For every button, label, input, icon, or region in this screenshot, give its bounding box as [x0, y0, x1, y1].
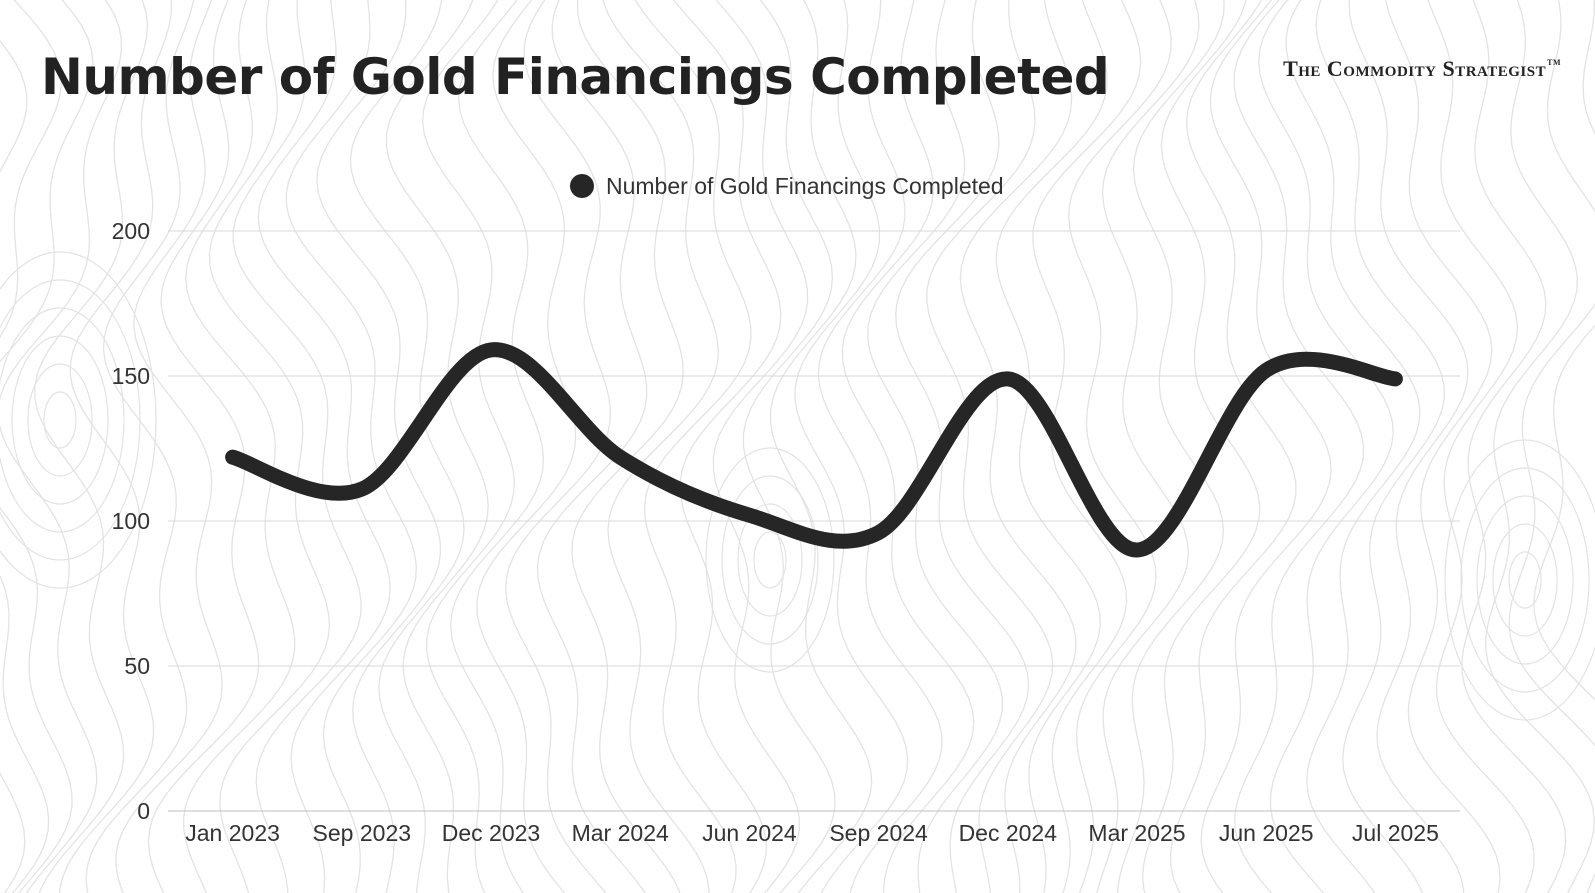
series-group	[225, 342, 1403, 558]
y-tick-label: 0	[137, 798, 150, 824]
x-tick-label: Jul 2025	[1352, 820, 1439, 846]
page-title: Number of Gold Financings Completed	[41, 48, 1110, 106]
y-axis: 0 50 100 150 200	[112, 218, 150, 824]
x-tick-label: Dec 2023	[442, 820, 540, 846]
x-tick-label: Dec 2024	[959, 820, 1058, 846]
legend[interactable]: Number of Gold Financings Completed	[570, 173, 1004, 199]
x-tick-label: Jun 2025	[1219, 820, 1314, 846]
x-tick-label: Jan 2023	[185, 820, 280, 846]
legend-marker	[570, 174, 594, 198]
x-tick-label: Mar 2025	[1088, 820, 1185, 846]
brand-logo: The Commodity StrategistTM	[1283, 56, 1561, 82]
x-tick-label: Mar 2024	[572, 820, 669, 846]
y-tick-label: 150	[112, 363, 150, 389]
x-tick-label: Sep 2023	[313, 820, 411, 846]
brand-name: The Commodity Strategist	[1283, 56, 1547, 81]
x-tick-label: Jun 2024	[702, 820, 797, 846]
trademark-mark: TM	[1547, 58, 1561, 67]
y-tick-label: 200	[112, 218, 150, 244]
legend-label: Number of Gold Financings Completed	[606, 173, 1004, 199]
grid-lines	[168, 230, 1460, 812]
x-axis: Jan 2023 Sep 2023 Dec 2023 Mar 2024 Jun 2024…	[185, 820, 1439, 846]
x-tick-label: Sep 2024	[829, 820, 928, 846]
y-tick-label: 50	[124, 653, 150, 679]
y-tick-label: 100	[112, 508, 150, 534]
series-line[interactable]	[225, 342, 1403, 558]
